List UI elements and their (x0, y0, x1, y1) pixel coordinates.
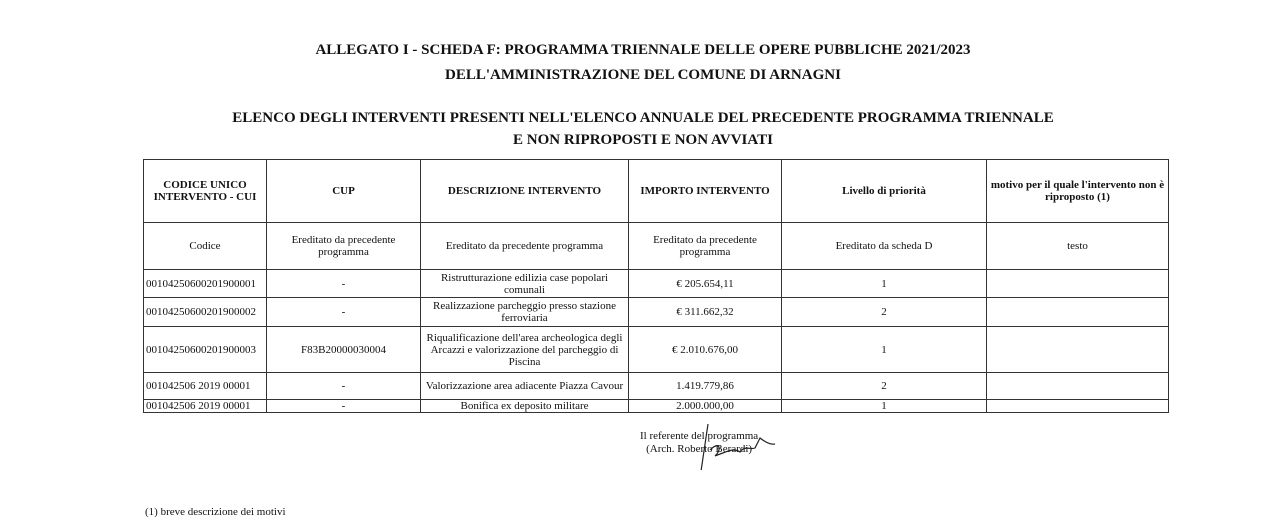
cell-priorita: 2 (781, 297, 987, 327)
cell-priorita: 1 (781, 399, 987, 413)
table-row: 00104250600201900003 F83B20000030004 Riq… (143, 326, 1169, 373)
cell-motivo (986, 269, 1169, 298)
title-line-4: E NON RIPROPOSTI E NON AVVIATI (513, 132, 773, 148)
subheader-cell: Codice (143, 222, 267, 270)
cell-descrizione: Realizzazione parcheggio presso stazione… (420, 297, 629, 327)
cell-importo: € 2.010.676,00 (628, 326, 782, 373)
header-priorita: Livello di priorità (781, 159, 987, 223)
cell-motivo (986, 399, 1169, 413)
cell-cup: F83B20000030004 (266, 326, 421, 373)
title-line-2: DELL'AMMINISTRAZIONE DEL COMUNE DI ARNAG… (445, 67, 841, 83)
signature-role: Il referente del programma (640, 430, 759, 442)
cell-descrizione: Valorizzazione area adiacente Piazza Cav… (420, 372, 629, 400)
interventions-table: CODICE UNICO INTERVENTO - CUI CUP DESCRI… (143, 159, 1169, 413)
subheader-cell: Ereditato da precedente programma (420, 222, 629, 270)
title-line-1: ALLEGATO I - SCHEDA F: PROGRAMMA TRIENNA… (315, 42, 971, 58)
handwritten-signature-icon (700, 423, 776, 470)
cell-cup: - (266, 372, 421, 400)
table-row: 001042506 2019 00001 - Bonifica ex depos… (143, 399, 1169, 413)
cell-motivo (986, 372, 1169, 400)
header-cup: CUP (266, 159, 421, 223)
title-line-3: ELENCO DEGLI INTERVENTI PRESENTI NELL'EL… (232, 110, 1054, 126)
subheader-cell: testo (986, 222, 1169, 270)
subheader-cell: Ereditato da precedente programma (628, 222, 782, 270)
cell-importo: € 311.662,32 (628, 297, 782, 327)
header-motivo: motivo per il quale l'intervento non è r… (986, 159, 1169, 223)
cell-descrizione: Riqualificazione dell'area archeologica … (420, 326, 629, 373)
cell-cui: 00104250600201900003 (143, 326, 267, 373)
cell-descrizione: Ristrutturazione edilizia case popolari … (420, 269, 629, 298)
subheader-cell: Ereditato da precedente programma (266, 222, 421, 270)
cell-motivo (986, 326, 1169, 373)
table-row: 00104250600201900001 - Ristrutturazione … (143, 269, 1169, 298)
cell-cui: 00104250600201900001 (143, 269, 267, 298)
cell-descrizione: Bonifica ex deposito militare (420, 399, 629, 413)
header-descrizione: DESCRIZIONE INTERVENTO (420, 159, 629, 223)
cell-cup: - (266, 269, 421, 298)
cell-cui: 00104250600201900002 (143, 297, 267, 327)
cell-cui: 001042506 2019 00001 (143, 399, 267, 413)
cell-cui: 001042506 2019 00001 (143, 372, 267, 400)
cell-cup: - (266, 297, 421, 327)
cell-priorita: 2 (781, 372, 987, 400)
table-row: 00104250600201900002 - Realizzazione par… (143, 297, 1169, 327)
header-cui: CODICE UNICO INTERVENTO - CUI (143, 159, 267, 223)
cell-priorita: 1 (781, 269, 987, 298)
cell-importo: 2.000.000,00 (628, 399, 782, 413)
cell-motivo (986, 297, 1169, 327)
footnote: (1) breve descrizione dei motivi (145, 506, 286, 518)
header-importo: IMPORTO INTERVENTO (628, 159, 782, 223)
subheader-cell: Ereditato da scheda D (781, 222, 987, 270)
cell-priorita: 1 (781, 326, 987, 373)
header-row: CODICE UNICO INTERVENTO - CUI CUP DESCRI… (143, 159, 1169, 223)
subheader-row: Codice Ereditato da precedente programma… (143, 222, 1169, 270)
cell-importo: € 205.654,11 (628, 269, 782, 298)
table-row: 001042506 2019 00001 - Valorizzazione ar… (143, 372, 1169, 400)
signature-block: Il referente del programma (Arch. Robert… (640, 423, 776, 470)
cell-cup: - (266, 399, 421, 413)
cell-importo: 1.419.779,86 (628, 372, 782, 400)
